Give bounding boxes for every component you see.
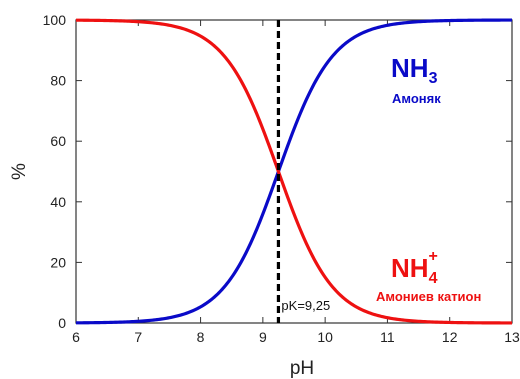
y-tick-label: 60 [50, 133, 66, 149]
plot-frame-group [75, 19, 513, 324]
nh3-series-line [75, 18, 513, 325]
nh4-series-line [75, 18, 513, 325]
y-tick-label: 40 [50, 194, 66, 210]
pk-group: pK=9,25 [276, 20, 330, 323]
series-lines-group [75, 18, 513, 325]
nh4-superscript: + [428, 248, 437, 265]
nh4-subscript: 4 [429, 270, 438, 287]
pk-label: pK=9,25 [281, 298, 330, 313]
nh3-name-label: Амоняк [392, 91, 441, 106]
nh3-subscript: 3 [429, 70, 438, 87]
nh4-formula-label: NH4+ [391, 248, 438, 287]
x-tick-label: 13 [504, 329, 520, 345]
y-tick-label: 80 [50, 73, 66, 89]
x-tick-label: 7 [134, 329, 142, 345]
x-tick-label: 6 [72, 329, 80, 345]
x-tick-label: 10 [317, 329, 333, 345]
y-tick-label: 0 [58, 315, 66, 331]
ticks-group: 6 7 8 9 10 11 12 13 0 20 40 60 80 100 pH% [9, 12, 520, 379]
y-tick-label: 20 [50, 254, 66, 270]
plot-frame [75, 19, 513, 324]
x-tick-label: 8 [197, 329, 205, 345]
x-tick-label: 9 [259, 329, 267, 345]
y-tick-label: 100 [43, 12, 67, 28]
x-axis-label: pH [290, 358, 314, 379]
nh3-formula-label: NH3 [391, 53, 438, 87]
nh4-name-label: Амониев катион [376, 289, 481, 304]
x-tick-label: 12 [442, 329, 458, 345]
x-tick-label: 11 [380, 329, 395, 345]
y-axis-label: % [9, 163, 30, 180]
